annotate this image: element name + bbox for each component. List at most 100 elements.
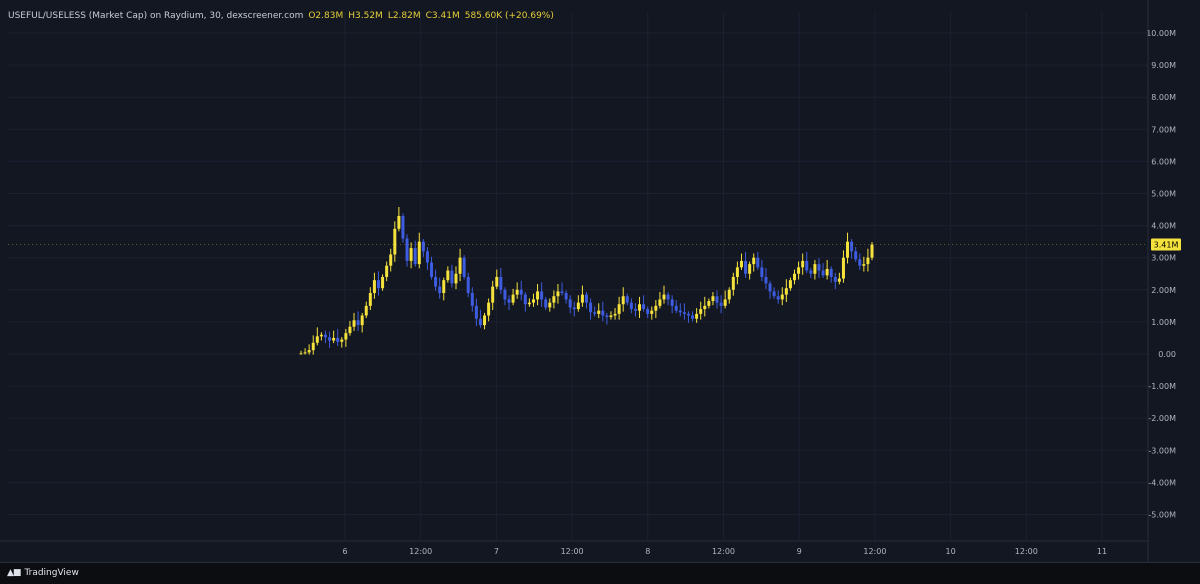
candle-body bbox=[580, 294, 584, 303]
candle-body bbox=[784, 288, 788, 295]
candle-body bbox=[430, 262, 434, 277]
time-tick-label: 12:00 bbox=[409, 547, 432, 556]
candle-body bbox=[332, 337, 336, 341]
candle-body bbox=[340, 339, 344, 342]
time-tick-label: 8 bbox=[645, 547, 650, 556]
candle-body bbox=[593, 312, 597, 314]
price-tick-label: 4.00M bbox=[1151, 222, 1176, 231]
candle-body bbox=[715, 296, 719, 303]
tradingview-logo[interactable]: ▲■ TradingView bbox=[7, 568, 79, 578]
candle-body bbox=[776, 296, 780, 300]
candle-body bbox=[556, 291, 560, 297]
candle-body bbox=[601, 310, 605, 316]
price-axis: 10.00M 9.00M 8.00M 7.00M 6.00M 5.00M 4.00M 3.00… bbox=[1146, 0, 1181, 562]
candle-body bbox=[617, 304, 621, 314]
candle-body bbox=[389, 254, 393, 266]
price-tick-label: 10.00M bbox=[1146, 29, 1176, 38]
candle-body bbox=[674, 305, 678, 311]
low-value: L2.82M bbox=[387, 11, 421, 21]
candle-body bbox=[727, 289, 731, 300]
candle-body bbox=[625, 296, 629, 303]
candle-body bbox=[381, 276, 385, 289]
time-tick-label: 7 bbox=[494, 547, 499, 556]
candle-body bbox=[739, 260, 743, 268]
candle-body bbox=[499, 276, 503, 290]
grid-lines bbox=[8, 12, 1148, 540]
candle-body bbox=[376, 280, 380, 289]
candle-body bbox=[642, 304, 646, 310]
candle-body bbox=[544, 299, 548, 308]
candle-body bbox=[841, 257, 845, 279]
candle-body bbox=[589, 302, 593, 313]
candle-body bbox=[336, 337, 340, 342]
candle-body bbox=[768, 283, 772, 292]
price-tick-label: 7.00M bbox=[1151, 125, 1176, 134]
candle-body bbox=[319, 334, 323, 337]
candle-body bbox=[699, 309, 703, 314]
candle-body bbox=[691, 315, 695, 319]
candle-body bbox=[311, 342, 315, 351]
time-axis: 6 12:00 7 12:00 8 12:00 9 12:00 10 12:00 11 bbox=[0, 540, 1148, 556]
candle-body bbox=[752, 257, 756, 265]
candle-body bbox=[397, 215, 401, 229]
candle-body bbox=[678, 310, 682, 313]
candle-body bbox=[666, 294, 670, 300]
footer-bar: ▲■ TradingView bbox=[0, 562, 1200, 584]
close-value: C3.41M bbox=[425, 11, 460, 21]
legend-header: USEFUL/USELESS (Market Cap) on Raydium, … bbox=[8, 8, 554, 24]
candle-body bbox=[638, 304, 642, 311]
open-value: O2.83M bbox=[308, 11, 344, 21]
brand-label: TradingView bbox=[24, 568, 79, 578]
candle-body bbox=[344, 333, 348, 340]
price-tick-label: 6.00M bbox=[1151, 157, 1176, 166]
candle-body bbox=[719, 302, 723, 306]
candle-body bbox=[621, 296, 625, 305]
candle-body bbox=[548, 302, 552, 308]
candle-body bbox=[536, 291, 540, 300]
candle-body bbox=[748, 264, 752, 274]
candle-body bbox=[605, 315, 609, 318]
chart-canvas[interactable]: 10.00M 9.00M 8.00M 7.00M 6.00M 5.00M 4.00M 3.00… bbox=[0, 0, 1200, 562]
candle-body bbox=[421, 241, 425, 252]
candle-body bbox=[417, 241, 421, 265]
candle-body bbox=[597, 310, 601, 314]
candle-body bbox=[368, 293, 372, 306]
candle-body bbox=[711, 296, 715, 302]
candle-body bbox=[474, 305, 478, 319]
candle-body bbox=[837, 278, 841, 282]
candlestick-series bbox=[8, 206, 1148, 355]
time-tick-label: 12:00 bbox=[561, 547, 584, 556]
candle-body bbox=[846, 241, 850, 258]
candle-body bbox=[703, 305, 707, 310]
candle-body bbox=[723, 299, 727, 306]
symbol-title[interactable]: USEFUL/USELESS (Market Cap) on Raydium, … bbox=[8, 11, 304, 21]
candle-body bbox=[870, 244, 874, 258]
price-tick-label: 5.00M bbox=[1151, 190, 1176, 199]
candle-body bbox=[356, 320, 360, 326]
candle-body bbox=[772, 291, 776, 297]
price-tick-label: -5.00M bbox=[1148, 511, 1176, 520]
candle-body bbox=[495, 276, 499, 287]
candle-body bbox=[764, 276, 768, 284]
last-price-badge bbox=[1151, 238, 1181, 251]
candle-body bbox=[454, 273, 458, 284]
candle-body bbox=[646, 309, 650, 314]
price-tick-label: 1.00M bbox=[1151, 318, 1176, 327]
candle-body bbox=[829, 268, 833, 277]
time-tick-label: 12:00 bbox=[712, 547, 735, 556]
candle-body bbox=[462, 257, 466, 277]
price-tick-label: 2.00M bbox=[1151, 286, 1176, 295]
candle-body bbox=[564, 293, 568, 300]
candle-body bbox=[731, 276, 735, 290]
candle-body bbox=[585, 294, 588, 303]
candle-body bbox=[633, 309, 637, 311]
candle-body bbox=[654, 305, 658, 311]
candle-body bbox=[434, 276, 438, 287]
candle-body bbox=[858, 259, 862, 266]
candle-body bbox=[299, 353, 303, 355]
candle-body bbox=[609, 315, 613, 318]
candle-body bbox=[813, 264, 817, 274]
price-tick-label: -2.00M bbox=[1148, 414, 1176, 423]
candle-body bbox=[531, 299, 535, 303]
